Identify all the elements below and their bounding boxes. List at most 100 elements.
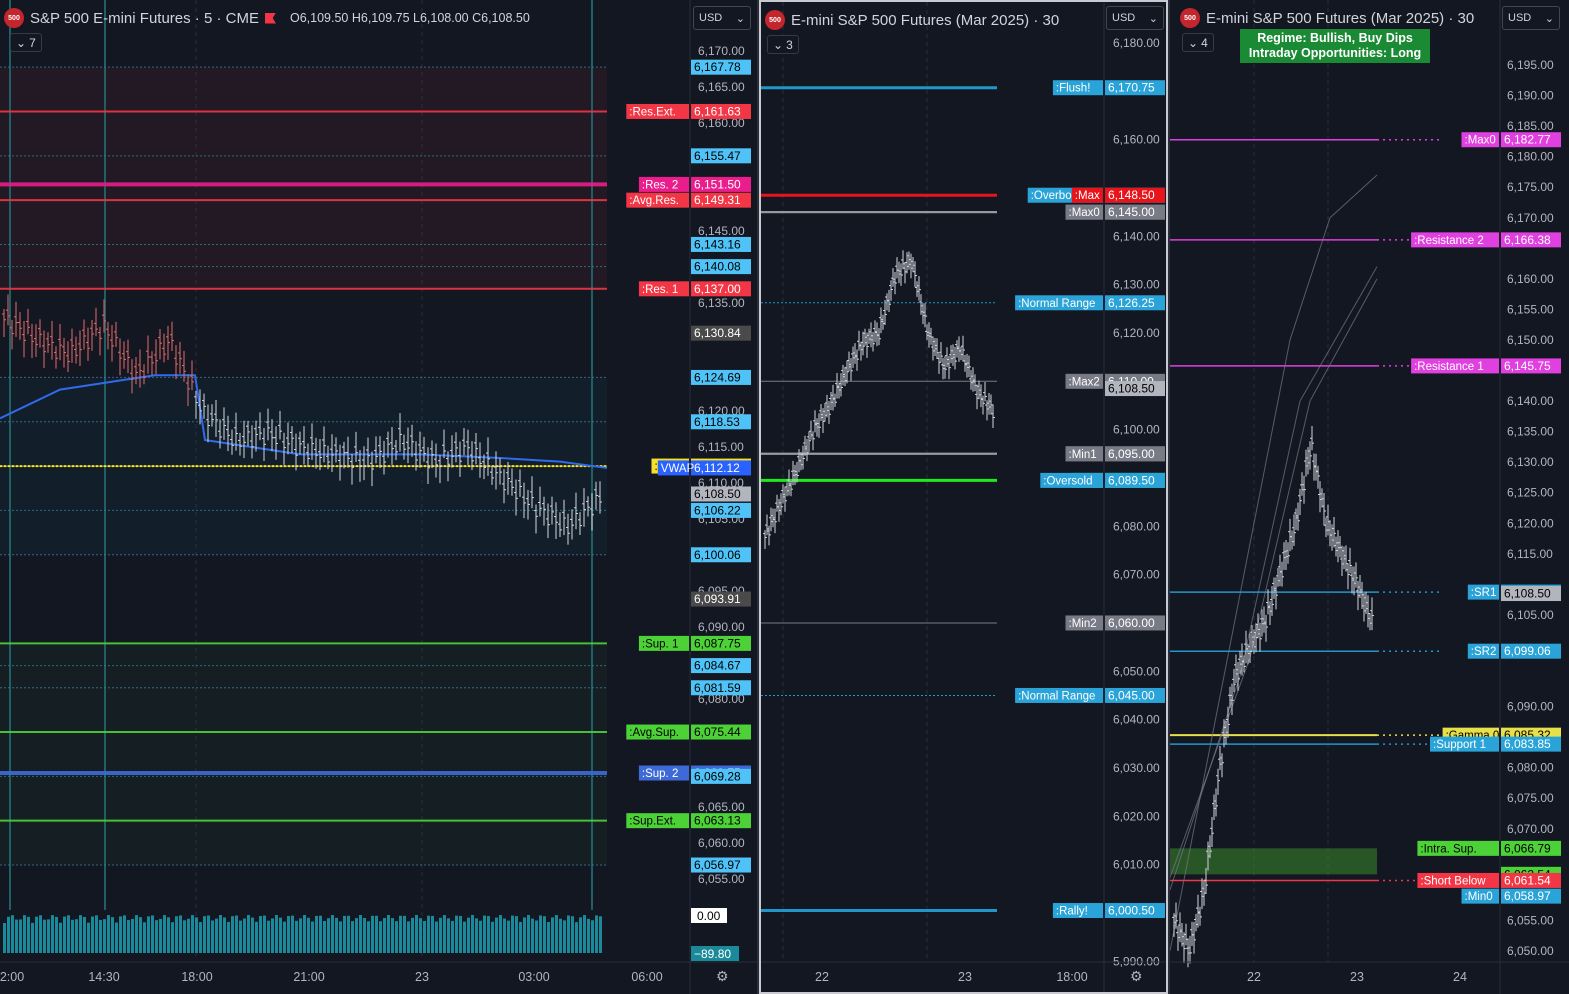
price-label-box bbox=[691, 103, 751, 119]
level-tag-text: :Max2 bbox=[1069, 376, 1100, 388]
volume-bar bbox=[39, 915, 42, 953]
price-label-box bbox=[691, 724, 751, 740]
volume-bar bbox=[199, 922, 202, 953]
time-axis-tick: 23 bbox=[415, 970, 429, 984]
volume-bar bbox=[283, 921, 286, 953]
price-axis-tick: 6,125.00 bbox=[1507, 486, 1554, 500]
volume-bar bbox=[139, 917, 142, 953]
volume-bar bbox=[251, 917, 254, 953]
volume-bar bbox=[491, 921, 494, 953]
pane1-currency-select[interactable]: USD ⌄ bbox=[693, 6, 751, 30]
price-label-box bbox=[1105, 381, 1165, 397]
price-label-value: 6,112.12 bbox=[694, 461, 740, 475]
level-tag-text: :Max0 bbox=[1069, 207, 1100, 219]
volume-bar bbox=[227, 921, 230, 953]
price-label-value: 6,137.00 bbox=[694, 282, 741, 296]
chart-pane-2[interactable]: 6,180.00 6,160.00 6,140.00 6,130.00 6,120.00… bbox=[759, 0, 1168, 994]
chart-canvas-2[interactable]: 6,180.00 6,160.00 6,140.00 6,130.00 6,120.00… bbox=[761, 2, 1166, 992]
flag-icon[interactable] bbox=[264, 12, 276, 24]
price-label-value: 6,126.25 bbox=[1108, 296, 1155, 310]
volume-bar bbox=[567, 915, 570, 953]
pane2-indicators-toggle[interactable]: ⌄ 3 bbox=[767, 35, 799, 54]
price-axis-tick: 6,180.00 bbox=[1113, 36, 1160, 50]
volume-bar bbox=[511, 915, 514, 953]
price-label-value: 6,099.06 bbox=[1504, 644, 1551, 658]
price-axis-tick: 6,065.00 bbox=[698, 800, 745, 814]
volume-bar bbox=[23, 915, 26, 953]
pane3-title[interactable]: E-mini S&P 500 Futures (Mar 2025) · 30 bbox=[1206, 9, 1475, 27]
opportunities-line: Intraday Opportunities: Long bbox=[1248, 46, 1422, 60]
price-axis-tick: 6,115.00 bbox=[1507, 547, 1553, 561]
time-axis-tick: 21:00 bbox=[293, 970, 324, 984]
price-label-value: 6,145.75 bbox=[1504, 359, 1551, 373]
chart-pane-3[interactable]: 6,195.00 6,190.00 6,185.00 6,180.00 6,175.00… bbox=[1170, 0, 1569, 994]
price-label-value: 6,093.91 bbox=[694, 592, 741, 606]
volume-bar bbox=[423, 921, 426, 953]
pane3-indicators-toggle[interactable]: ⌄ 4 bbox=[1182, 33, 1214, 52]
volume-bar bbox=[47, 919, 50, 953]
price-label-box bbox=[691, 369, 751, 385]
price-label-value: 6,087.75 bbox=[694, 636, 741, 650]
volume-bar bbox=[99, 919, 102, 953]
level-tag-box bbox=[626, 103, 689, 119]
level-tag-text: :Max bbox=[1075, 190, 1100, 202]
pane2-currency-select[interactable]: USD ⌄ bbox=[1106, 6, 1164, 30]
level-tag-text: :Resistance 2 bbox=[1414, 235, 1484, 247]
volume-bar bbox=[439, 917, 442, 953]
price-label-value: 6,089.50 bbox=[1108, 473, 1155, 487]
price-axis-tick: 5,990.00 bbox=[1113, 954, 1160, 968]
settings-gear-icon[interactable]: ⚙ bbox=[1130, 968, 1143, 984]
time-axis-tick: 23 bbox=[1350, 970, 1364, 984]
level-tag-text: :Res. 1 bbox=[642, 284, 678, 296]
chart-canvas-1[interactable]: 6,170.00 6,165.00 6,160.00 6,145.00 6,135.00… bbox=[0, 0, 757, 994]
volume-bar bbox=[111, 917, 114, 953]
ohlc-close: C6,108.50 bbox=[472, 11, 530, 25]
price-label-value: 6,148.50 bbox=[1108, 188, 1155, 202]
chart-canvas-3[interactable]: 6,195.00 6,190.00 6,185.00 6,180.00 6,175.00… bbox=[1170, 0, 1569, 994]
level-tag-text: :Flush! bbox=[1056, 83, 1091, 95]
price-axis-tick: 6,135.00 bbox=[698, 296, 745, 310]
moving-average-line bbox=[1170, 174, 1378, 952]
volume-bar bbox=[175, 916, 178, 953]
volume-bar bbox=[391, 918, 394, 953]
pane-divider[interactable] bbox=[1168, 0, 1170, 994]
volume-bar bbox=[35, 916, 38, 953]
price-label-box bbox=[1105, 80, 1165, 96]
volume-bottom-label: −89.80 bbox=[694, 947, 731, 961]
level-tag-text: :Res. 2 bbox=[642, 179, 678, 191]
volume-bar bbox=[143, 922, 146, 953]
pane3-currency-select[interactable]: USD ⌄ bbox=[1502, 6, 1560, 30]
level-tag-box bbox=[1461, 888, 1499, 904]
volume-bar bbox=[455, 915, 458, 953]
price-axis-tick: 6,090.00 bbox=[698, 620, 745, 634]
pane2-title[interactable]: E-mini S&P 500 Futures (Mar 2025) · 30 bbox=[791, 11, 1060, 29]
price-label-box bbox=[1501, 232, 1561, 248]
pane1-title[interactable]: S&P 500 E-mini Futures · 5 · CME bbox=[30, 9, 259, 27]
settings-gear-icon[interactable]: ⚙ bbox=[716, 968, 729, 984]
pane1-indicators-toggle[interactable]: ⌄ 7 bbox=[10, 33, 42, 52]
level-tag-box bbox=[1065, 446, 1103, 462]
volume-bar bbox=[599, 916, 602, 953]
volume-bar bbox=[515, 916, 518, 953]
price-axis-tick: 6,070.00 bbox=[1113, 568, 1160, 582]
pane-divider[interactable] bbox=[757, 0, 759, 994]
volume-bar bbox=[263, 915, 266, 953]
price-label-value: 6,118.53 bbox=[694, 415, 740, 429]
volume-bar bbox=[403, 915, 406, 953]
volume-bar bbox=[555, 915, 558, 953]
volume-bar bbox=[339, 921, 342, 953]
chart-pane-1[interactable]: 6,170.00 6,165.00 6,160.00 6,145.00 6,135.00… bbox=[0, 0, 757, 994]
level-tag-text: :Intra. Sup. bbox=[1420, 843, 1476, 855]
volume-bottom-box bbox=[691, 946, 739, 961]
price-label-box bbox=[1105, 204, 1165, 220]
price-label-value: 6,095.00 bbox=[1108, 447, 1155, 461]
volume-bar bbox=[327, 918, 330, 953]
volume-bar bbox=[483, 915, 486, 953]
price-label-box bbox=[691, 658, 751, 674]
volume-bar bbox=[299, 918, 302, 953]
volume-bar bbox=[79, 915, 82, 953]
price-label-value: 6,155.47 bbox=[694, 149, 741, 163]
price-label-value: 6,151.50 bbox=[694, 177, 741, 191]
indicator-count: 3 bbox=[786, 37, 793, 52]
time-axis-tick: 03:00 bbox=[518, 970, 549, 984]
